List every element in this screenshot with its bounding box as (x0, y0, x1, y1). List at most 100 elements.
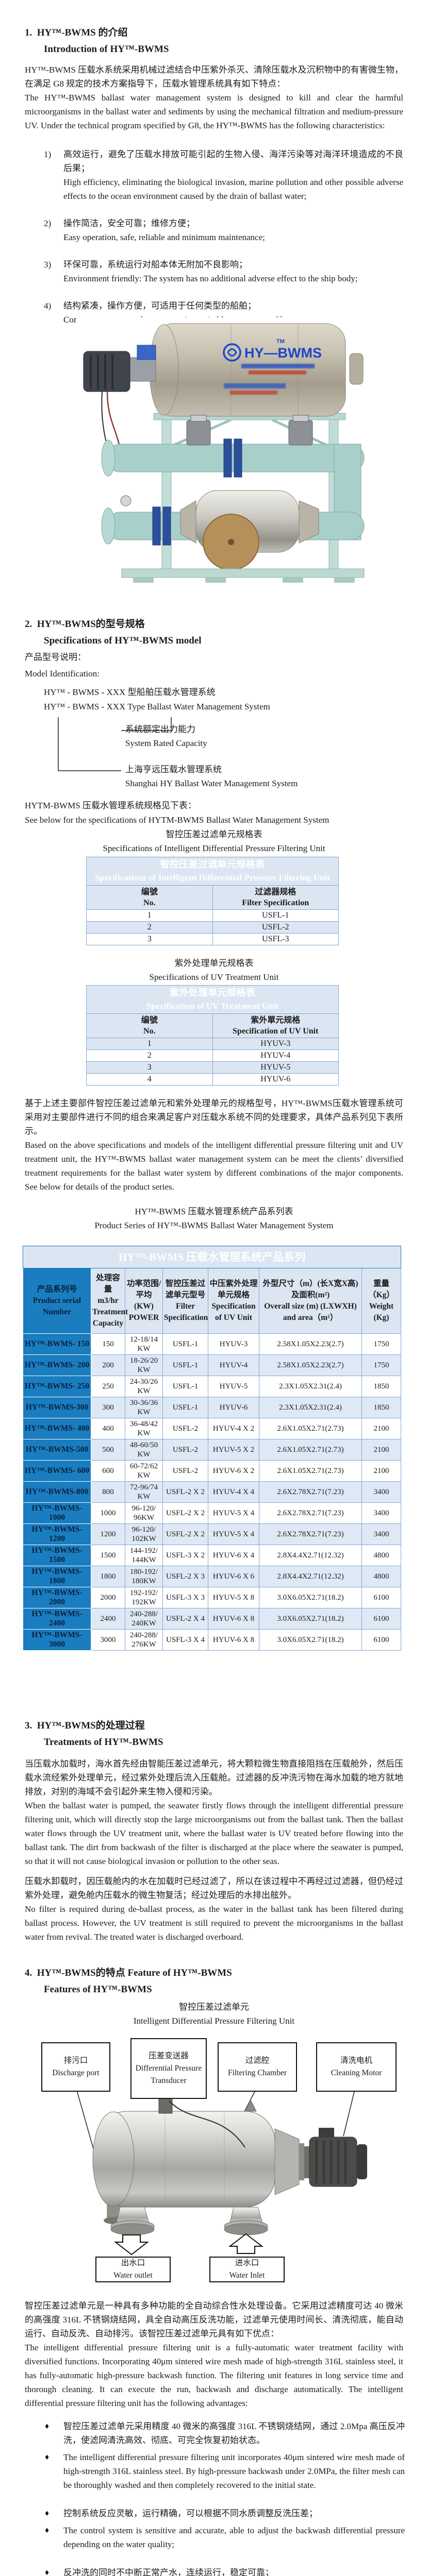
product-row: HY™-BWMS-1200 1200 96-120/ 102KW USFL-2 … (23, 1523, 402, 1545)
section4-title-en: Features of HY™-BWMS (44, 1984, 152, 1995)
table3-caption: HY™-BWMS 压载水管理系统产品系列表 Product Series of … (25, 1205, 403, 1232)
model-diagram-lines (58, 717, 172, 771)
table-row: 2 USFL-2 (86, 921, 339, 934)
section1-title-en: Introduction of HY™-BWMS (44, 44, 169, 55)
model-id-en: Model Identification: (25, 669, 100, 679)
table2-caption-en: Specifications of UV Treatment Unit (149, 972, 279, 982)
model-naming-diagram: HY™ - BWMS - XXX 型船舶压载水管理系统 HY™ - BWMS -… (44, 685, 384, 796)
section3-title-cn: HY™-BWMS的处理过程 (37, 1720, 145, 1731)
product-series-table: HY™-BWMS 压载水管理系统产品系列 产品系列号 Product serial… (22, 1246, 402, 1651)
table1-caption-en: Specifications of Intelligent Differenti… (103, 843, 325, 853)
treatment1-cn: 当压载水加载时，海水首先经由智能压差过滤单元，将大颗粒微生物直接阻挡在压载舱外，… (25, 1759, 403, 1797)
table1-title: 智控压差过滤单元规格表 Specifications of Intelligen… (86, 857, 339, 886)
callout-discharge-port: 排污口 Discharge port (41, 2042, 110, 2092)
item-number: 1) (44, 149, 52, 159)
intro-cn: HY™-BWMS 压载水系统采用机械过滤结合中压紫外杀灭、清除压载水及沉积物中的… (25, 65, 403, 89)
model-identification: 产品型号说明： Model Identification: (25, 649, 396, 682)
section1-number: 1. (25, 27, 32, 38)
treatment1-en: When the ballast water is pumped, the se… (25, 1801, 403, 1866)
product-row: HY™-BWMS-800 800 72-96/74 KW USFL-2 X 2 … (23, 1481, 402, 1503)
feature-item: 2) 操作简洁，安全可靠；维修方便； Easy operation, safe,… (44, 216, 403, 244)
section3-heading: 3. HY™-BWMS的处理过程 Treatments of HY™-BWMS (25, 1718, 396, 1751)
bridge-paragraph: 基于上述主要部件智控压差过滤单元和紫外处理单元的规格型号，HY™-BWMS压载水… (25, 1096, 403, 1194)
product-row: HY™-BWMS-500 500 48-60/50 KW USFL-2 HYUV… (23, 1439, 402, 1461)
filter-unit-figure: 排污口 Discharge port 压差变送器 Differential Pr… (36, 2035, 397, 2282)
product-row: HY™-BWMS- 600 600 60-72/62 KW USFL-2 HYU… (23, 1460, 402, 1482)
section2-title-cn: HY™-BWMS的型号规格 (37, 619, 145, 630)
model-line-cn: HY™ - BWMS - XXX 型船舶压载水管理系统 (44, 687, 216, 697)
section4-number: 4. (25, 1968, 32, 1978)
product-row: HY™-BWMS-1800 1800 180-192/ 180KW USFL-2… (23, 1566, 402, 1587)
section2-number: 2. (25, 619, 32, 630)
treatment2-cn: 压载水卸载时，因压载舱内的水在加载时已经过滤了，所以在该过程中不再经过过滤器，但… (25, 1876, 403, 1900)
product-row: HY™-BWMS- 400 400 36-48/42 KW USFL-2 HYU… (23, 1418, 402, 1439)
product-row: HY™-BWMS-1000 1000 96-120/ 96KW USFL-2 X… (23, 1502, 402, 1524)
brand-label-en: Shanghai HY Ballast Water Management Sys… (125, 778, 298, 788)
table3-title: HY™-BWMS 压载水管理系统产品系列 (22, 1246, 402, 1268)
advantage-list: 智控压差过滤单元采用精度 40 微米的高强度 316L 不锈钢烧结网，通过 2.… (44, 2419, 405, 2576)
feature-list: 1) 高效运行，避免了压载水排放可能引起的生物入侵、海洋污染等对海洋环境造成的不… (44, 147, 403, 340)
filter-intro-cn: 智控压差过滤单元是一种具有多种功能的全自动综合性水处理设备。它采用过滤精度可达 … (25, 2301, 403, 2338)
table-row: 1 HYUV-3 (86, 1038, 339, 1050)
advantage-item: The intelligent differential pressure fi… (63, 2452, 405, 2490)
see-below: HYTM-BWMS 压载水管理系统规格见下表： See below for th… (25, 799, 403, 827)
section3-title-en: Treatments of HY™-BWMS (44, 1737, 163, 1748)
uv-spec-table: 紫外处理单元规格表 Specification of UV Treatment … (86, 985, 339, 1086)
product-row: HY™-BWMS-2400 2400 240-288/ 240KW USFL-2… (23, 1608, 402, 1630)
item-number: 4) (44, 301, 52, 311)
callout-cleaning-motor: 清洗电机 Cleaning Motor (316, 2042, 397, 2092)
logo-text: HY—BWMS (244, 345, 322, 361)
product-row: HY™-BWMS-3000 3000 240-288/ 276KW USFL-3… (23, 1629, 402, 1651)
callout-water-inlet: 进水口 Water Inlet (209, 2257, 285, 2282)
item-cn: 操作简洁，安全可靠；维修方便； (63, 218, 195, 228)
filter-spec-table: 智控压差过滤单元规格表 Specifications of Intelligen… (86, 857, 339, 945)
table-row: 1 USFL-1 (86, 909, 339, 922)
section2-title-en: Specifications of HY™-BWMS model (44, 635, 202, 646)
intro-en: The HY™-BWMS ballast water management sy… (25, 93, 403, 130)
table2-title: 紫外处理单元规格表 Specification of UV Treatment … (86, 985, 339, 1014)
filter-figure-caption: 智控压差过滤单元 Intelligent Differential Pressu… (25, 2000, 403, 2028)
item-en: High efficiency, eliminating the biologi… (63, 177, 403, 201)
product-row: HY™-BWMS-300 300 30-36/36 KW USFL-1 HYUV… (23, 1397, 402, 1418)
callout-dp-transducer: 压差变送器 Differential Pressure Transducer (130, 2038, 207, 2099)
item-en: Environment friendly: The system has no … (63, 274, 358, 283)
callout-water-outlet: 出水口 Water outlet (95, 2257, 171, 2282)
product-row: HY™-BWMS- 200 200 18-26/20 KW USFL-1 HYU… (23, 1354, 402, 1376)
capacity-label: 系统额定出力能力 System Rated Capacity (125, 722, 207, 750)
filter-intro-paragraph: 智控压差过滤单元是一种具有多种功能的全自动综合性水处理设备。它采用过滤精度可达 … (25, 2299, 403, 2410)
table3-caption-en: Product Series of HY™-BWMS Ballast Water… (94, 1221, 334, 1230)
feature-item: 3) 环保可靠，系统运行对船本体无附加不良影响； Environment fri… (44, 258, 403, 285)
filter-unit-illustration (76, 2080, 367, 2256)
table-row: 3 USFL-3 (86, 933, 339, 945)
brand-label-cn: 上海亨远压载水管理系统 (125, 765, 222, 774)
section1-heading: 1. HY™-BWMS 的介绍 Introduction of HY™-BWMS (25, 25, 396, 58)
system-photo-illustration: HY—BWMS TM (83, 323, 365, 583)
advantage-item: 控制系统反应灵敏，运行精确，可以根据不同水质调整反洗压差； (63, 2509, 318, 2518)
table2-caption-cn: 紫外处理单元规格表 (174, 958, 254, 968)
section3-number: 3. (25, 1720, 32, 1731)
table2-header-row: 编號 No. 紫外單元规格 Specification of UV Unit (86, 1013, 339, 1038)
brand-label: 上海亨远压载水管理系统 Shanghai HY Ballast Water Ma… (125, 762, 298, 790)
filter-intro-en: The intelligent differential pressure fi… (25, 2343, 403, 2408)
section1-title-cn: HY™-BWMS 的介绍 (37, 27, 128, 38)
filter-figure-caption-cn: 智控压差过滤单元 (179, 2002, 249, 2012)
treatment-paragraph-2: 压载水卸载时，因压载舱内的水在加载时已经过滤了，所以在该过程中不再经过过滤器，但… (25, 1874, 403, 1944)
advantage-item: 智控压差过滤单元采用精度 40 微米的高强度 316L 不锈钢烧结网，通过 2.… (63, 2421, 405, 2445)
hy-bwms-logo: HY—BWMS TM (223, 338, 322, 395)
see-below-en: See below for the specifications of HYTM… (25, 815, 330, 825)
product-row: HY™-BWMS- 250 250 24-30/26 KW USFL-1 HYU… (23, 1376, 402, 1397)
feature-item: 1) 高效运行，避免了压载水排放可能引起的生物入侵、海洋污染等对海洋环境造成的不… (44, 147, 403, 203)
bridge-cn: 基于上述主要部件智控压差过滤单元和紫外处理单元的规格型号，HY™-BWMS压载水… (25, 1098, 403, 1136)
item-cn: 高效运行，避免了压载水排放可能引起的生物入侵、海洋污染等对海洋环境造成的不良后果… (63, 149, 403, 173)
table3-header-row: 产品系列号 Product serial Number 处理容量 m3/hr Trea… (23, 1268, 402, 1334)
item-cn: 环保可靠，系统运行对船本体无附加不良影响； (63, 260, 248, 269)
bridge-en: Based on the above specifications and mo… (25, 1140, 403, 1192)
table-row: 2 HYUV-4 (86, 1049, 339, 1062)
treatment2-en: No filter is required during de-ballast … (25, 1904, 403, 1942)
table1-caption-cn: 智控压差过滤单元规格表 (166, 829, 262, 839)
table1-caption: 智控压差过滤单元规格表 Specifications of Intelligen… (25, 827, 403, 855)
table3-caption-cn: HY™-BWMS 压载水管理系统产品系列表 (135, 1207, 293, 1216)
logo-tm: TM (276, 338, 285, 345)
model-id-cn: 产品型号说明： (25, 652, 86, 662)
